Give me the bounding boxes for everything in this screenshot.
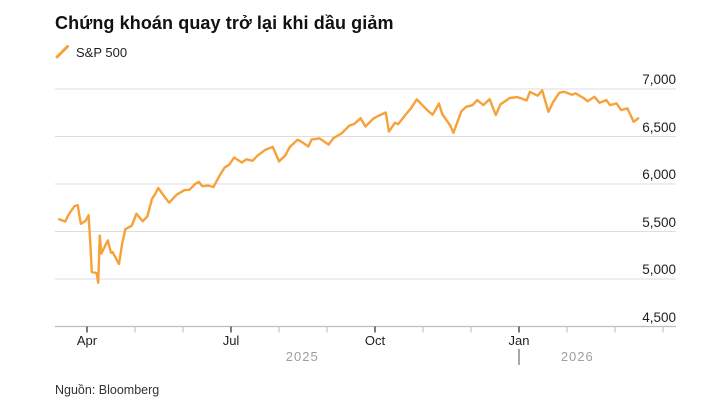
y-tick-label: 6,500 [642, 119, 676, 135]
x-tick-label: Apr [76, 333, 98, 348]
year-divider [518, 349, 520, 365]
source-note: Nguồn: Bloomberg [55, 383, 160, 397]
y-tick-label: 4,500 [642, 309, 676, 325]
x-tick-label: Oct [364, 333, 386, 348]
y-tick-label: 5,000 [642, 262, 676, 277]
y-tick-label: 6,000 [642, 167, 676, 182]
sp500-line [57, 89, 640, 284]
sp500-series-swatch-icon [55, 45, 69, 59]
y-tick-label: 5,500 [642, 214, 676, 230]
year-label: 2026 [560, 349, 594, 364]
x-tick-label: Jan [508, 333, 530, 348]
y-tick-label: 7,000 [642, 72, 676, 87]
legend: S&P 500 [55, 44, 127, 60]
chart-title: Chứng khoán quay trở lại khi dầu giảm [55, 13, 394, 33]
legend-label-sp500: S&P 500 [76, 44, 128, 60]
x-tick-label: Jul [222, 333, 240, 348]
year-label: 2025 [285, 349, 319, 364]
